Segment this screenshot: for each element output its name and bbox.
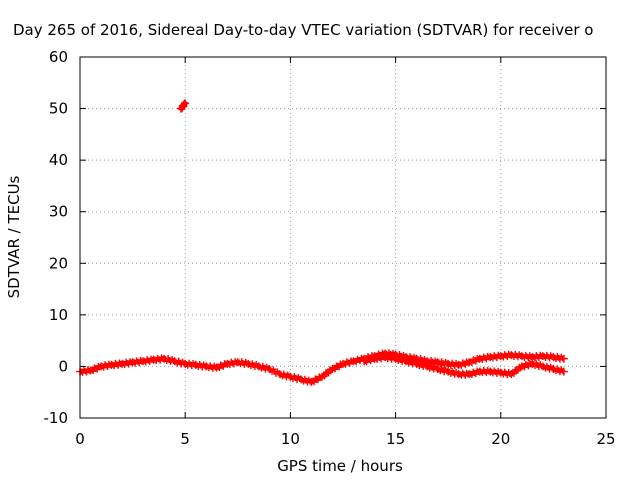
data-point — [321, 373, 328, 380]
y-tick-label: 30 — [49, 203, 68, 221]
data-point — [559, 367, 568, 376]
y-tick-label: 50 — [49, 100, 68, 118]
y-tick-label: 10 — [49, 306, 68, 324]
x-tick-label: 5 — [180, 430, 190, 448]
x-tick-label: 0 — [75, 430, 85, 448]
data-points — [76, 99, 568, 386]
x-tick-label: 25 — [596, 430, 615, 448]
y-tick-label: 40 — [49, 151, 68, 169]
y-axis: -10 0 10 20 30 40 50 60 — [44, 48, 606, 427]
data-point — [510, 370, 517, 377]
data-point — [181, 99, 190, 108]
y-tick-label: 0 — [58, 357, 68, 375]
plot-frame — [79, 56, 607, 419]
chart-title: Day 265 of 2016, Sidereal Day-to-day VTE… — [13, 21, 593, 39]
y-tick-label: 60 — [49, 48, 68, 66]
data-point — [514, 367, 521, 374]
y-tick-label: 20 — [49, 254, 68, 272]
y-axis-label: SDTVAR / TECUs — [5, 175, 23, 298]
x-tick-label: 20 — [491, 430, 510, 448]
x-axis: 0 5 10 15 20 25 — [75, 57, 616, 448]
data-point — [559, 354, 568, 363]
x-tick-label: 15 — [386, 430, 405, 448]
y-tick-label: -10 — [44, 409, 69, 427]
data-point — [325, 370, 332, 377]
x-axis-label: GPS time / hours — [277, 457, 403, 475]
x-tick-label: 10 — [281, 430, 300, 448]
